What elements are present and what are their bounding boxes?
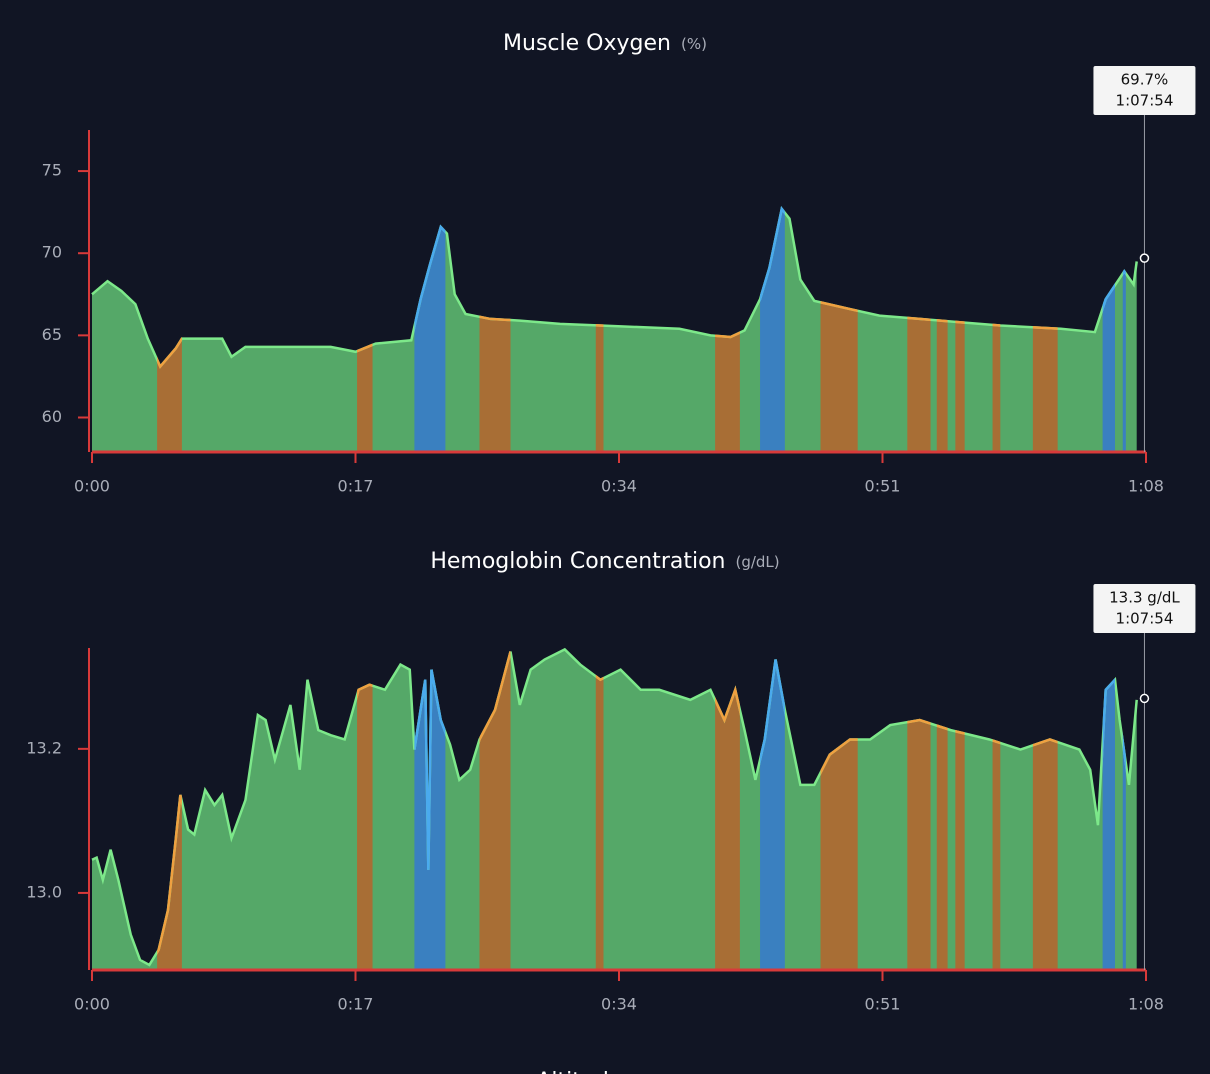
area	[92, 649, 1137, 970]
chart-title: Altitude (feet)	[536, 1069, 673, 1074]
zone-band	[936, 649, 948, 970]
cursor-point	[1139, 693, 1150, 704]
title-unit: (g/dL)	[735, 553, 779, 571]
zone-band	[936, 208, 948, 452]
zone-band	[157, 208, 182, 452]
x-tick-label: 0:00	[74, 995, 110, 1014]
y-tick-label: 13.0	[26, 882, 62, 901]
zone-band	[479, 208, 511, 452]
line	[91, 647, 1138, 967]
title-text: Muscle Oxygen	[503, 31, 671, 56]
y-tick-label: 13.2	[26, 738, 62, 757]
zone-band	[715, 649, 740, 970]
tooltip	[1093, 584, 1196, 633]
zone-band	[1032, 649, 1058, 970]
zone-band	[1102, 649, 1115, 970]
zone-band	[715, 208, 740, 452]
x-tick-label: 0:00	[74, 477, 110, 496]
x-tick-label: 0:51	[865, 477, 901, 496]
x-tick-label: 1:08	[1128, 477, 1164, 496]
area	[92, 208, 1137, 452]
zone-band	[955, 208, 965, 452]
x-tick-label: 0:51	[865, 995, 901, 1014]
zone-band	[820, 208, 858, 452]
x-tick-label: 0:17	[338, 995, 374, 1014]
zone-band	[595, 208, 604, 452]
y-tick-label: 60	[42, 407, 62, 426]
tooltip-value: 13.3 g/dL	[1109, 589, 1180, 607]
zone-band	[992, 208, 1001, 452]
zone-band	[157, 649, 182, 970]
zone-band	[907, 649, 931, 970]
zone-band	[1032, 208, 1058, 452]
tooltip	[1093, 66, 1196, 115]
tooltip-time: 1:07:54	[1116, 610, 1174, 628]
y-tick-label: 75	[42, 161, 62, 180]
cursor-point	[1139, 253, 1150, 263]
zone-band	[357, 208, 373, 452]
title-text: Altitude	[536, 1069, 622, 1074]
x-tick-label: 1:08	[1128, 995, 1164, 1014]
y-tick-label: 65	[42, 325, 62, 344]
zone-band	[907, 208, 931, 452]
chart-title: Muscle Oxygen (%)	[503, 31, 707, 56]
zone-band	[760, 208, 785, 452]
zone-band	[414, 208, 446, 452]
zone-band	[955, 649, 965, 970]
chart-title: Hemoglobin Concentration (g/dL)	[430, 549, 779, 574]
tooltip-value: 69.7%	[1121, 71, 1169, 89]
x-tick-label: 0:34	[601, 995, 637, 1014]
zone-band	[992, 649, 1001, 970]
zone-band	[595, 649, 604, 970]
title-text: Hemoglobin Concentration	[430, 549, 725, 574]
zone-band	[1102, 208, 1115, 452]
title-unit: (feet)	[632, 1073, 673, 1074]
x-tick-label: 0:34	[601, 477, 637, 496]
y-tick-label: 70	[42, 243, 62, 262]
zone-band	[357, 649, 373, 970]
x-tick-label: 0:17	[338, 477, 374, 496]
zone-band	[820, 649, 858, 970]
zone-band	[1122, 208, 1126, 452]
tooltip-time: 1:07:54	[1116, 92, 1174, 110]
zone-line	[907, 316, 931, 322]
zone-band	[479, 649, 511, 970]
title-unit: (%)	[681, 35, 707, 53]
zone-band	[1122, 649, 1126, 970]
